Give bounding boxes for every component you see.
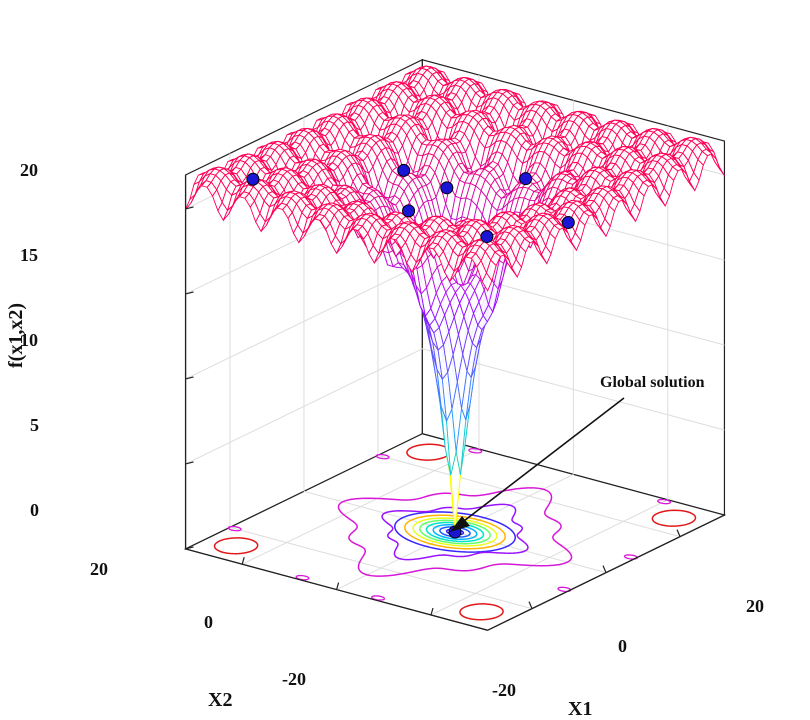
- z-tick: [185, 206, 194, 210]
- edge-contour: [657, 498, 672, 505]
- x2-tick-label: -20: [282, 669, 306, 689]
- z-tick-label: 0: [30, 500, 39, 520]
- contour-line: [432, 523, 478, 541]
- global-solution-label: Global solution: [600, 374, 705, 391]
- contour-line: [419, 519, 491, 545]
- edge-contour: [295, 574, 310, 581]
- z-tick-label: 5: [30, 415, 39, 435]
- x2-tick: [528, 601, 533, 609]
- corner-contour: [651, 509, 697, 527]
- contour-line: [412, 517, 498, 547]
- edge-contour: [227, 525, 242, 532]
- x1-tick-label: -20: [492, 680, 516, 700]
- z-tick-label: 20: [20, 160, 38, 180]
- z-tick-label: 10: [20, 330, 38, 350]
- contour-line: [381, 503, 529, 561]
- x1-axis-line: [487, 514, 725, 631]
- sample-point: [397, 163, 411, 177]
- contour-line: [337, 487, 573, 577]
- edge-contour: [468, 448, 483, 454]
- sample-point: [480, 230, 494, 244]
- z-tick: [185, 376, 194, 380]
- x1-tick: [336, 582, 340, 590]
- corner-contour: [459, 603, 504, 621]
- contour-line: [425, 521, 485, 543]
- x2-tick: [676, 529, 681, 537]
- z-axis-title: f(x1,x2): [5, 303, 27, 368]
- edge-contour: [557, 586, 572, 593]
- x1-tick: [430, 607, 434, 616]
- sample-point: [440, 181, 454, 195]
- x1-tick-label: 0: [618, 636, 627, 656]
- edge-contour: [370, 595, 386, 601]
- x1-tick-label: 20: [746, 596, 764, 616]
- contour-line: [404, 514, 506, 550]
- floor-grid-line: [229, 526, 533, 610]
- sample-point: [561, 215, 575, 229]
- x1-axis-title: X1: [568, 698, 592, 720]
- surface-cell: [481, 272, 493, 292]
- x2-tick: [602, 565, 607, 573]
- sample-point: [402, 204, 416, 218]
- x2-tick-label: 20: [90, 559, 108, 579]
- edge-contour: [375, 453, 390, 460]
- sample-point: [246, 172, 260, 186]
- z-tick-label: 15: [20, 245, 38, 265]
- x2-tick-label: 0: [204, 612, 213, 632]
- z-tick: [185, 291, 194, 295]
- sample-point: [519, 172, 533, 186]
- surface-mesh: [185, 65, 725, 533]
- contour-line: [393, 511, 517, 553]
- sample-markers: [246, 163, 575, 539]
- corner-contour: [213, 537, 259, 555]
- z-tick: [185, 461, 194, 465]
- z-tick: [185, 546, 194, 550]
- x1-tick: [241, 557, 245, 565]
- annotation-arrow: [450, 397, 625, 532]
- wall-grid-line: [185, 348, 725, 465]
- floor-grid-line: [430, 499, 669, 616]
- axis-ticks: [184, 174, 725, 631]
- x2-axis-title: X2: [208, 689, 232, 711]
- edge-contour: [623, 554, 639, 560]
